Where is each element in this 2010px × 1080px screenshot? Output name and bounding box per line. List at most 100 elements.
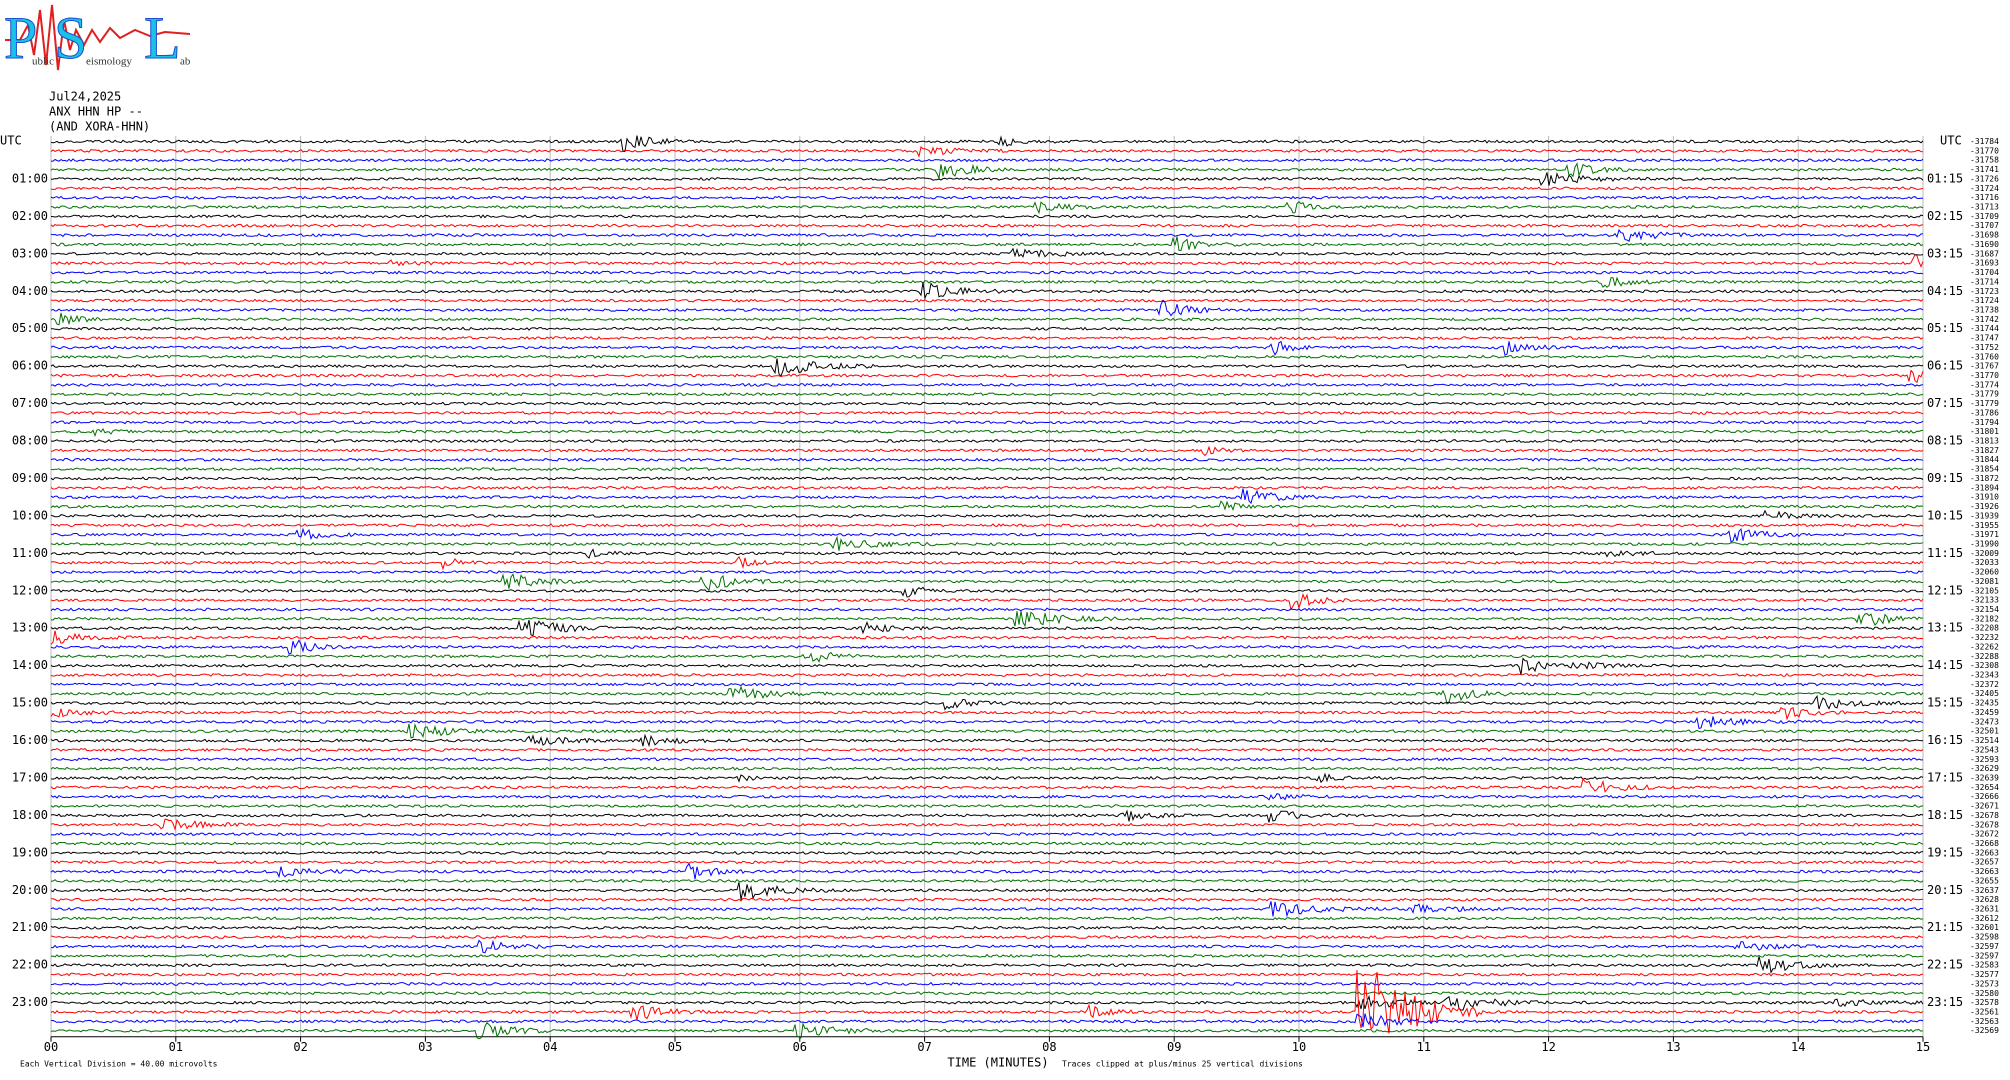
left-time-label: 12:00 — [12, 583, 48, 597]
trace — [50, 253, 1924, 268]
left-time-label: 09:00 — [12, 471, 48, 485]
trace-offset: -31779 — [1970, 399, 1999, 408]
right-time-label: 06:15 — [1927, 359, 1963, 373]
x-tick-label: 01 — [169, 1040, 183, 1054]
right-time-label: 19:15 — [1927, 845, 1963, 859]
trace-offset: -31741 — [1970, 165, 1999, 174]
trace-offset: -32639 — [1970, 773, 1999, 782]
trace-offset: -31854 — [1970, 465, 1999, 474]
x-tick-label: 07 — [917, 1040, 931, 1054]
x-tick-label: 14 — [1791, 1040, 1805, 1054]
trace-offset: -31827 — [1970, 446, 1999, 455]
x-tick-label: 08 — [1042, 1040, 1056, 1054]
trace — [50, 619, 1924, 637]
trace — [50, 312, 1924, 326]
trace-offset: -32133 — [1970, 596, 1999, 605]
trace — [50, 901, 1924, 918]
logo-wave — [5, 4, 191, 71]
x-tick-label: 03 — [418, 1040, 432, 1054]
trace — [50, 897, 1923, 902]
trace-offset: -31971 — [1970, 530, 1999, 539]
trace-offset: -32577 — [1970, 970, 1999, 979]
left-time-label: 23:00 — [12, 995, 48, 1009]
date: Jul24,2025 — [49, 90, 121, 104]
trace-offset: -32262 — [1970, 642, 1999, 651]
trace — [50, 457, 1924, 462]
left-time-label: 22:00 — [12, 958, 48, 972]
x-tick-label: 15 — [1916, 1040, 1930, 1054]
trace — [50, 214, 1924, 219]
trace — [50, 570, 1924, 575]
trace — [50, 657, 1924, 675]
trace — [50, 485, 1924, 490]
trace-offset: -31693 — [1970, 259, 1999, 268]
trace-offset: -32288 — [1970, 652, 1999, 661]
trace — [50, 270, 1924, 275]
trace-offset: -31738 — [1970, 305, 1999, 314]
trace — [50, 340, 1924, 356]
trace — [50, 369, 1924, 384]
trace-offset: -31872 — [1970, 474, 1999, 483]
trace-offset: -32105 — [1970, 586, 1999, 595]
trace-offset: -32678 — [1970, 820, 1999, 829]
trace-offset: -31726 — [1970, 174, 1999, 183]
trace — [50, 135, 1924, 152]
trace — [50, 694, 1924, 711]
trace — [50, 832, 1924, 837]
left-time-label: 08:00 — [12, 434, 48, 448]
right-time-label: 04:15 — [1927, 284, 1963, 298]
trace — [50, 981, 1924, 986]
right-time-label: 20:15 — [1927, 883, 1963, 897]
trace-offset: -32473 — [1970, 717, 1999, 726]
trace-offset: -32060 — [1970, 568, 1999, 577]
trace-offset: -32232 — [1970, 633, 1999, 642]
logo-word: ab — [180, 56, 191, 68]
trace-offset: -31698 — [1970, 231, 1999, 240]
right-time-label: 17:15 — [1927, 770, 1963, 784]
trace — [50, 804, 1924, 809]
trace-offset: -31707 — [1970, 221, 1999, 230]
left-time-label: 07:00 — [12, 396, 48, 410]
trace — [50, 882, 1923, 900]
right-time-label: 10:15 — [1927, 508, 1963, 522]
logo: P ublic S eismology L ab — [4, 4, 191, 71]
trace — [50, 236, 1924, 251]
trace — [50, 467, 1924, 472]
trace — [50, 841, 1924, 846]
trace-offset: -32372 — [1970, 680, 1999, 689]
trace — [50, 862, 1924, 880]
trace — [50, 158, 1924, 163]
trace — [50, 201, 1924, 215]
grid — [50, 136, 1924, 1042]
trace-offset: -31704 — [1970, 268, 1999, 277]
trace-offset: -32543 — [1970, 745, 1999, 754]
trace — [50, 925, 1924, 930]
trace-offset: -31690 — [1970, 240, 1999, 249]
right-time-label: 21:15 — [1927, 920, 1963, 934]
trace — [50, 860, 1924, 865]
trace — [50, 476, 1924, 481]
trace-offset: -31794 — [1970, 418, 1999, 427]
trace-offset: -32154 — [1970, 605, 1999, 614]
trace — [50, 428, 1924, 438]
right-time-label: 14:15 — [1927, 658, 1963, 672]
trace — [50, 1021, 1924, 1040]
trace — [50, 548, 1924, 559]
trace — [50, 818, 1924, 832]
trace-offset: -31910 — [1970, 493, 1999, 502]
logo-word: ublic — [32, 56, 54, 68]
trace-offset: -31752 — [1970, 343, 1999, 352]
trace — [50, 991, 1924, 996]
trace-offset: -31786 — [1970, 408, 1999, 417]
trace — [50, 401, 1924, 406]
trace — [50, 682, 1924, 687]
left-time-label: 18:00 — [12, 808, 48, 822]
trace-offset: -32663 — [1970, 867, 1999, 876]
x-tick-label: 05 — [668, 1040, 682, 1054]
left-time-label: 04:00 — [12, 284, 48, 298]
trace — [50, 1013, 1924, 1028]
trace-offset: -32033 — [1970, 558, 1999, 567]
trace-offset: -31813 — [1970, 437, 1999, 446]
trace — [50, 747, 1924, 752]
